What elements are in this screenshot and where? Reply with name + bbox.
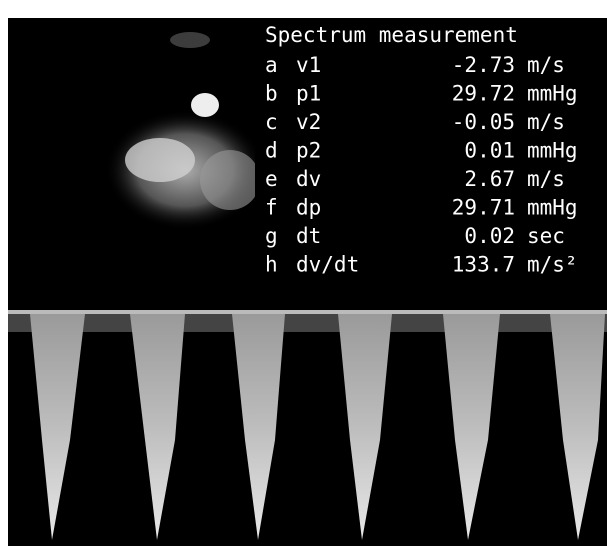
row-quantity: p2 [296, 139, 321, 163]
row-quantity: dt [296, 224, 321, 248]
row-unit: sec [527, 224, 565, 248]
row-quantity: v2 [296, 110, 321, 134]
row-quantity: v1 [296, 53, 321, 77]
row-quantity: dv/dt [296, 253, 359, 277]
row-value: -2.73 [452, 53, 515, 77]
row-letter: e [265, 167, 278, 191]
row-unit: mmHg [527, 82, 578, 106]
row-value: 29.72 [452, 82, 515, 106]
row-letter: c [265, 110, 278, 134]
ultrasound-screen: Spectrum measurement a v1 -2.73 m/s b p1 29.72… [0, 0, 607, 554]
row-unit: mmHg [527, 139, 578, 163]
row-value: -0.05 [452, 110, 515, 134]
row-letter: b [265, 82, 278, 106]
row-quantity: dv [296, 167, 321, 191]
row-value: 29.71 [452, 196, 515, 220]
row-letter: g [265, 224, 278, 248]
row-letter: h [265, 253, 278, 277]
row-quantity: dp [296, 196, 321, 220]
row-unit: mmHg [527, 196, 578, 220]
row-value: 0.01 [464, 139, 515, 163]
row-value: 133.7 [452, 253, 515, 277]
row-unit: m/s [527, 167, 565, 191]
row-unit: m/s² [527, 253, 578, 277]
row-quantity: p1 [296, 82, 321, 106]
row-unit: m/s [527, 110, 565, 134]
panel-title: Spectrum measurement [265, 23, 518, 47]
row-letter: f [265, 196, 278, 220]
row-value: 0.02 [464, 224, 515, 248]
row-value: 2.67 [464, 167, 515, 191]
row-letter: a [265, 53, 278, 77]
row-letter: d [265, 139, 278, 163]
row-unit: m/s [527, 53, 565, 77]
